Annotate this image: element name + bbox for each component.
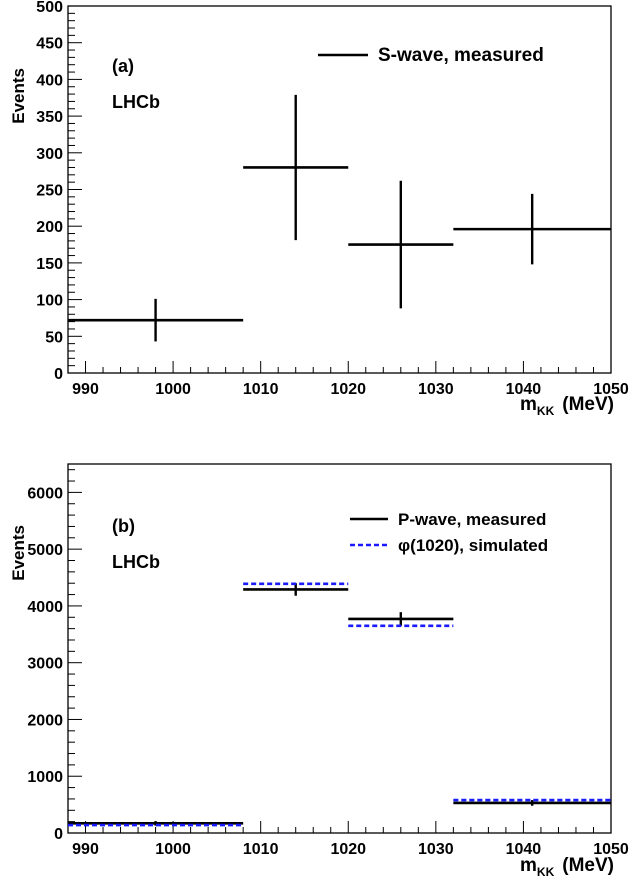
- x-tick-label: 1040: [506, 841, 542, 858]
- plot-frame: [67, 463, 612, 834]
- y-tick-label: 5000: [27, 542, 63, 559]
- y-tick-label: 300: [36, 146, 63, 163]
- y-tick-label: 2000: [27, 712, 63, 729]
- y-tick-label: 100: [36, 293, 63, 310]
- legend-label: P-wave, measured: [398, 510, 546, 529]
- x-axis-label-unit: (MeV): [562, 855, 614, 876]
- x-tick-label: 1000: [155, 841, 191, 858]
- y-tick-label: 1000: [27, 769, 63, 786]
- x-axis-label: mKK (MeV): [520, 855, 614, 879]
- y-tick-label: 50: [45, 329, 63, 346]
- x-tick-label: 990: [72, 841, 99, 858]
- y-tick-label: 4000: [27, 599, 63, 616]
- x-axis-label-main: m: [520, 394, 537, 415]
- experiment-label: LHCb: [112, 552, 160, 572]
- x-tick-label: 1010: [243, 841, 279, 858]
- panel-label: (a): [112, 56, 134, 76]
- y-tick-label: 450: [36, 36, 63, 53]
- panel-b: 990 1000 1010 1020 1030 1040 1050 0 1000 2000 3000…: [9, 463, 629, 879]
- x-axis-label: mKK (MeV): [520, 394, 614, 418]
- y-tick-label: 200: [36, 219, 63, 236]
- x-tick-label: 1050: [593, 841, 629, 858]
- legend-label: φ(1020), simulated: [398, 536, 548, 555]
- legend-label: S-wave, measured: [378, 45, 544, 66]
- x-tick-label: 1030: [418, 381, 454, 398]
- x-tick-label: 1000: [155, 381, 191, 398]
- y-tick-label: 250: [36, 183, 63, 200]
- y-tick-label: 150: [36, 256, 63, 273]
- x-tick-label: 1020: [330, 381, 366, 398]
- x-tick-label: 1010: [243, 381, 279, 398]
- y-tick-label: 350: [36, 109, 63, 126]
- x-axis-label-main: m: [520, 855, 537, 876]
- panel-label: (b): [112, 516, 135, 536]
- x-axis-label-subscript: KK: [537, 865, 555, 879]
- x-tick-label: 990: [72, 381, 99, 398]
- x-tick-label: 1050: [593, 381, 629, 398]
- y-tick-label: 3000: [27, 656, 63, 673]
- y-tick-label: 500: [36, 0, 63, 16]
- x-axis-label-unit: (MeV): [562, 394, 614, 415]
- y-tick-label: 6000: [27, 485, 63, 502]
- y-tick-label: 0: [54, 826, 63, 843]
- y-tick-label: 400: [36, 72, 63, 89]
- panel-a: 990 1000 1010 1020 1030 1040 1050 0 50 100 150 200 2…: [9, 0, 629, 418]
- y-tick-label: 0: [54, 366, 63, 383]
- y-axis-label: Events: [9, 68, 28, 124]
- x-tick-label: 1040: [506, 381, 542, 398]
- x-tick-label: 1020: [330, 841, 366, 858]
- experiment-label: LHCb: [112, 92, 160, 112]
- y-axis-label: Events: [9, 525, 28, 581]
- x-axis-label-subscript: KK: [537, 404, 555, 418]
- x-tick-label: 1030: [418, 841, 454, 858]
